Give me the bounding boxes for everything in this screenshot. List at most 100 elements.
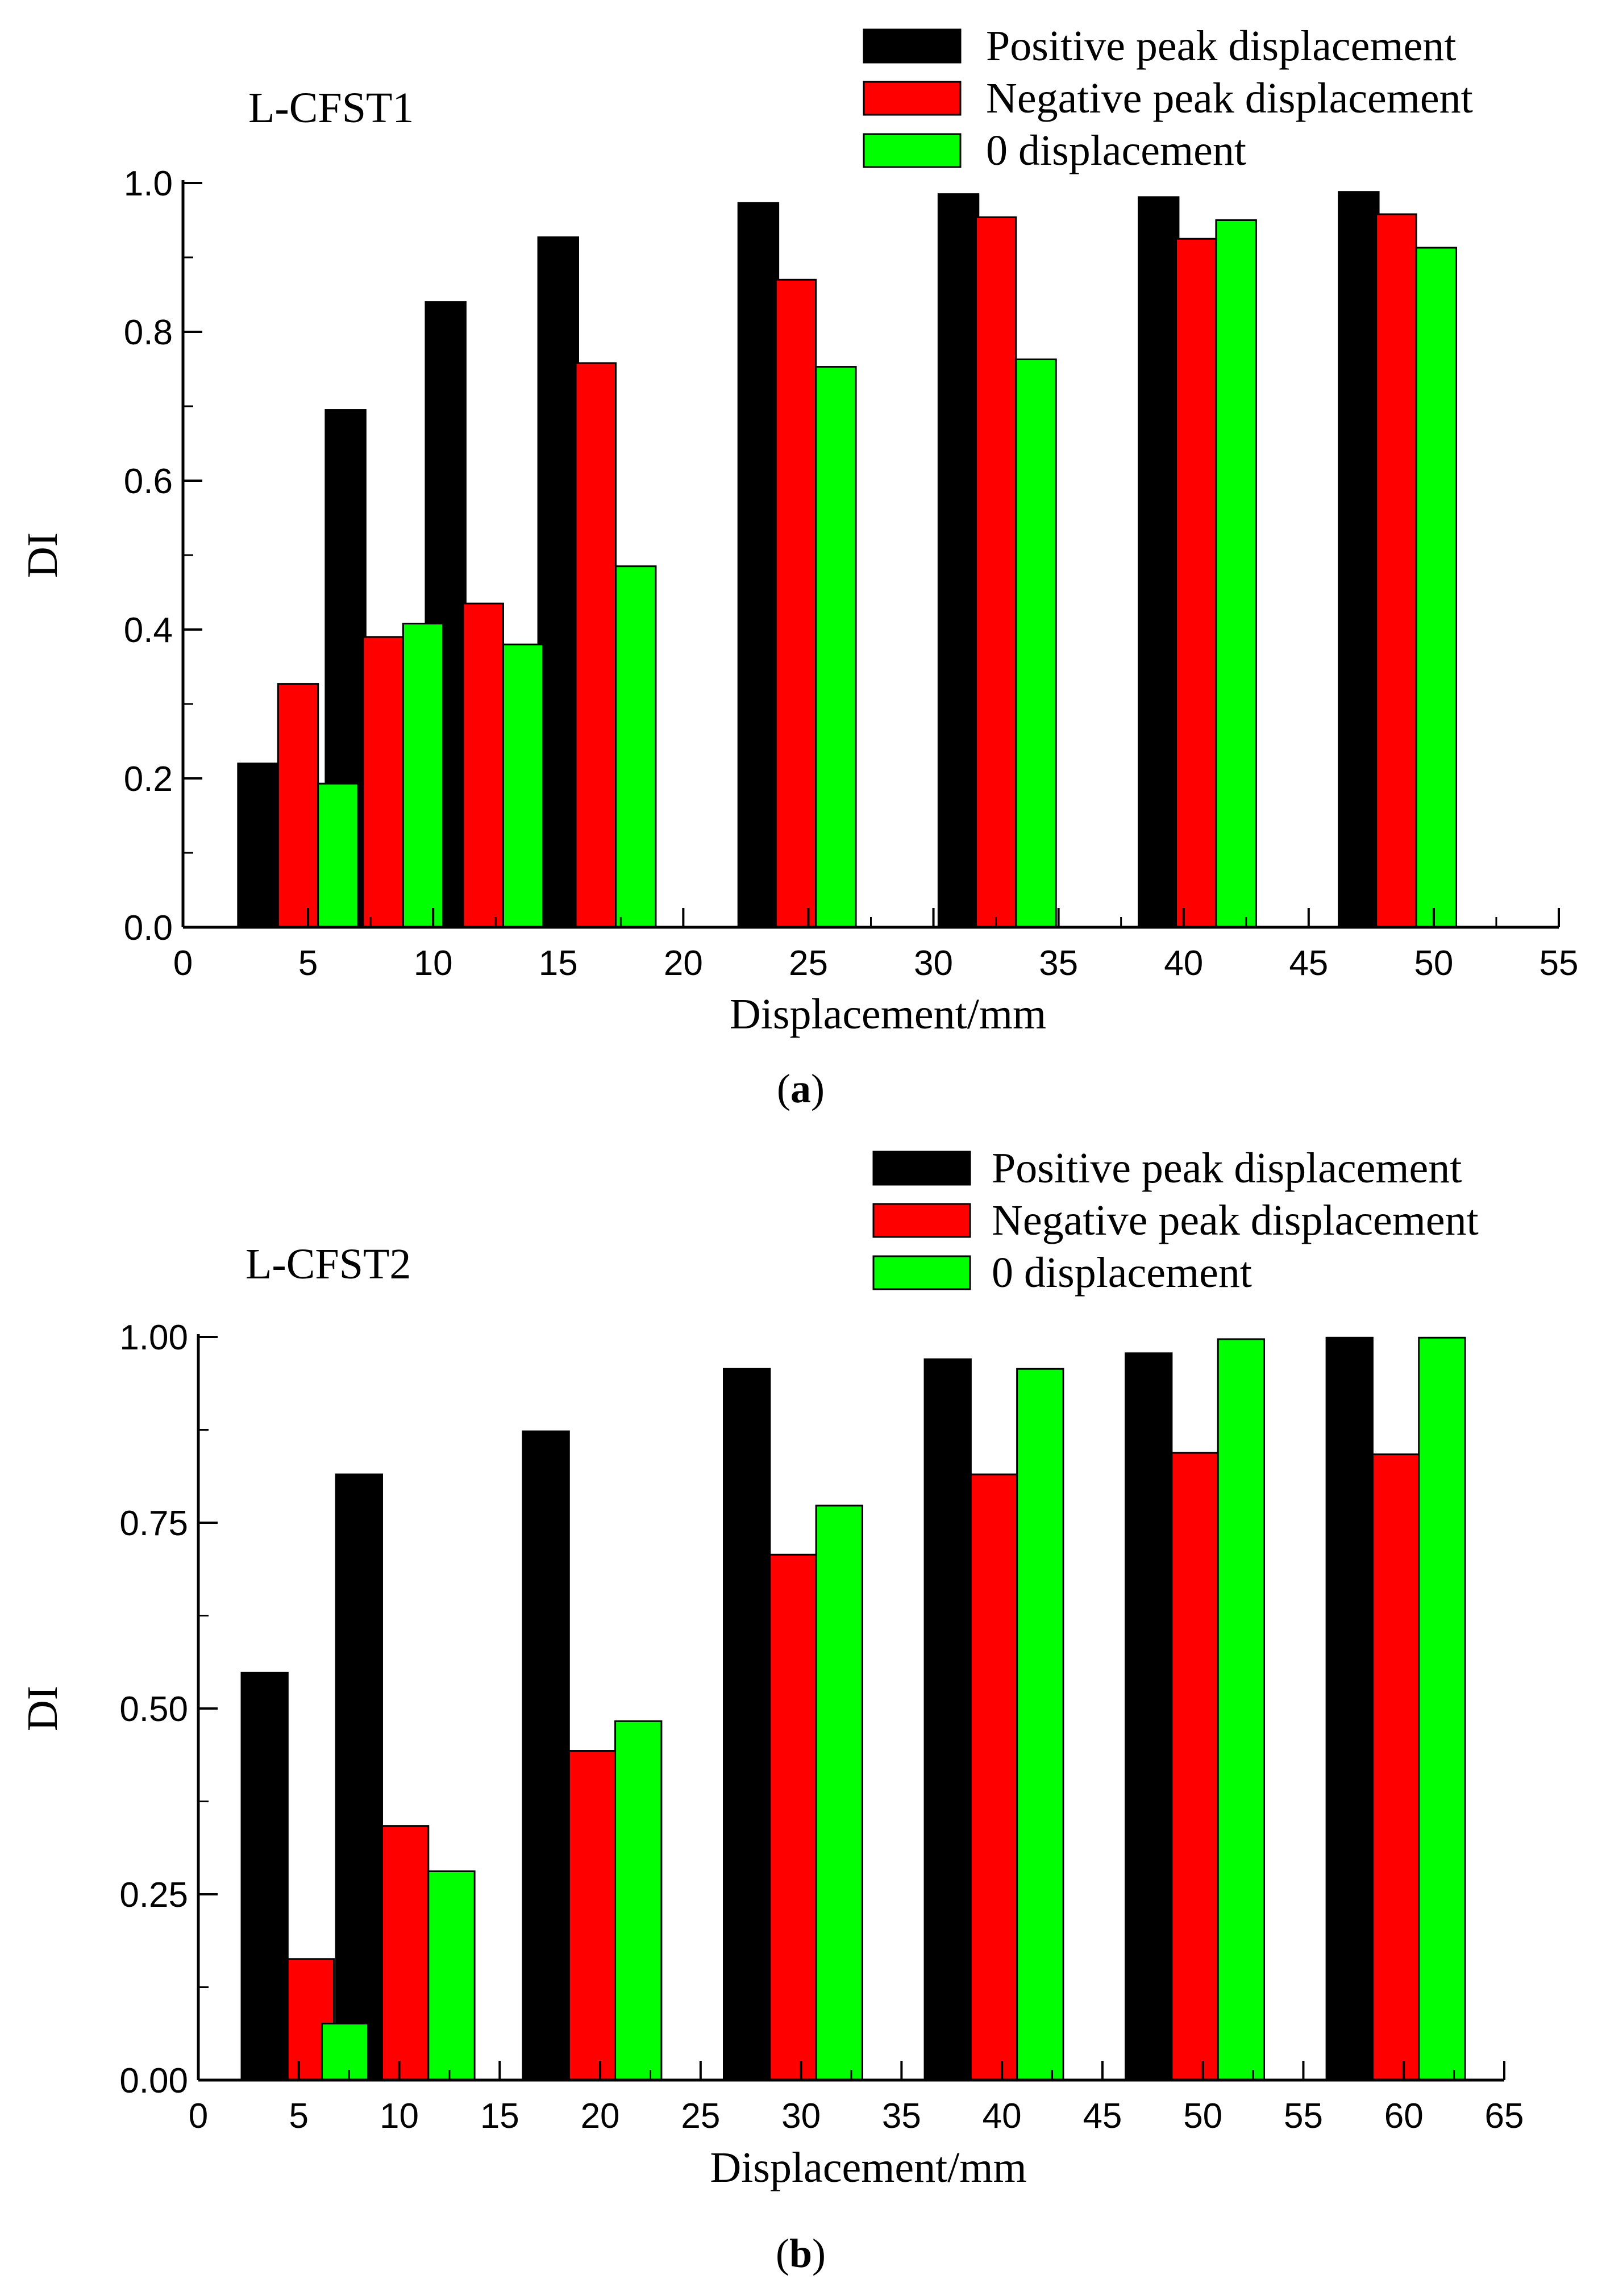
legend-swatch-3 <box>863 133 962 168</box>
x-tick-label: 55 <box>1284 2097 1323 2136</box>
y-axis-title: DI <box>19 532 66 578</box>
x-tick-label: 30 <box>914 944 953 983</box>
y-tick-label: 0.2 <box>124 760 173 799</box>
bar-s3-1 <box>321 2023 369 2081</box>
bar-s2-3 <box>462 602 504 928</box>
bar-s1-4 <box>537 236 579 928</box>
x-tick-label: 60 <box>1384 2097 1424 2136</box>
x-tick-label: 25 <box>789 944 828 983</box>
legend-swatch-3 <box>872 1255 971 1290</box>
bar-s1-4 <box>723 1368 771 2081</box>
y-tick-label: 0.8 <box>124 313 173 352</box>
x-tick-label: 45 <box>1083 2097 1122 2136</box>
panel-label: (a) <box>777 1066 825 1111</box>
y-tick-label: 0.00 <box>119 2061 188 2101</box>
panel-label: (b) <box>776 2231 826 2276</box>
legend-label-2: Negative peak displacement <box>986 74 1473 122</box>
x-tick-label: 30 <box>781 2097 821 2136</box>
chart-panel-2: 0 5 10 15 20 25 30 35 40 45 50 55 60 65 0.00 0.25 0.50 0.… <box>19 1144 1524 2276</box>
legend-swatch-1 <box>872 1151 971 1186</box>
bar-s1-1 <box>240 1672 289 2081</box>
legend-label-1: Positive peak displacement <box>986 22 1456 70</box>
bar-s2-3 <box>568 1750 617 2081</box>
bar-s1-3 <box>522 1430 570 2081</box>
y-axis-title: DI <box>19 1686 66 1731</box>
y-tick-label: 1.00 <box>119 1318 188 1357</box>
legend-label-3: 0 displacement <box>992 1249 1252 1297</box>
bar-s2-4 <box>575 362 617 928</box>
bar-s2-7 <box>1371 1453 1420 2081</box>
bar-s2-6 <box>1171 1452 1219 2081</box>
bar-s3-7 <box>1418 1336 1466 2081</box>
bar-s2-1 <box>277 683 319 928</box>
bar-s2-6 <box>975 216 1017 928</box>
bar-s1-1 <box>237 762 279 928</box>
x-tick-label: 35 <box>1039 944 1078 983</box>
x-tick-label: 20 <box>664 944 703 983</box>
x-tick-label: 5 <box>289 2097 309 2136</box>
bar-s2-8 <box>1375 213 1417 928</box>
y-tick-label: 0.6 <box>124 462 173 501</box>
bar-s1-6 <box>937 193 980 928</box>
legend: Positive peak displacement Negative peak … <box>872 1144 1479 1297</box>
x-tick-label: 55 <box>1539 944 1579 983</box>
x-tick-label: 25 <box>681 2097 720 2136</box>
bar-s2-5 <box>969 1473 1018 2081</box>
bar-s2-7 <box>1175 237 1217 928</box>
bar-s3-6 <box>1015 358 1057 928</box>
bar-s3-8 <box>1415 247 1458 928</box>
x-tick-label: 0 <box>173 944 193 983</box>
bar-s3-5 <box>815 366 857 928</box>
x-axis-title: Displacement/mm <box>710 2144 1026 2191</box>
x-tick-label: 5 <box>298 944 318 983</box>
x-tick-label: 15 <box>480 2097 519 2136</box>
x-tick-label: 35 <box>882 2097 921 2136</box>
legend-label-2: Negative peak displacement <box>992 1197 1479 1244</box>
bar-s2-2 <box>381 1825 430 2081</box>
bar-s1-2 <box>335 1473 383 2081</box>
bar-s3-4 <box>615 565 657 928</box>
x-tick-label: 45 <box>1289 944 1328 983</box>
bar-s2-4 <box>769 1553 817 2081</box>
legend-swatch-2 <box>872 1203 971 1238</box>
bar-s3-3 <box>614 1720 663 2081</box>
bar-s1-5 <box>737 202 780 928</box>
x-tick-label: 40 <box>1164 944 1203 983</box>
y-tick-label: 0.75 <box>119 1504 188 1543</box>
y-tick-label: 1.0 <box>124 164 173 203</box>
x-tick-label: 65 <box>1485 2097 1524 2136</box>
bar-s3-2 <box>427 1870 476 2081</box>
legend-swatch-2 <box>863 81 962 116</box>
y-tick-label: 0.0 <box>124 909 173 948</box>
chart-title: L-CFST1 <box>248 84 414 132</box>
bar-s3-4 <box>815 1505 863 2081</box>
x-tick-label: 15 <box>539 944 578 983</box>
bar-s3-6 <box>1217 1338 1266 2081</box>
x-tick-label: 0 <box>189 2097 208 2136</box>
bar-s1-8 <box>1338 191 1380 928</box>
bar-s3-3 <box>502 643 544 928</box>
bar-s1-7 <box>1137 196 1180 928</box>
bar-s3-7 <box>1215 219 1257 928</box>
x-tick-label: 40 <box>983 2097 1022 2136</box>
legend-label-1: Positive peak displacement <box>992 1144 1462 1192</box>
bar-s2-5 <box>775 278 817 928</box>
y-tick-label: 0.4 <box>124 611 173 650</box>
x-tick-label: 10 <box>414 944 453 983</box>
legend-swatch-1 <box>863 28 962 64</box>
bar-s1-7 <box>1325 1336 1374 2081</box>
bar-s1-6 <box>1125 1352 1173 2081</box>
x-tick-label: 50 <box>1183 2097 1222 2136</box>
x-tick-label: 50 <box>1414 944 1453 983</box>
y-tick-label: 0.50 <box>119 1690 188 1729</box>
bar-s2-2 <box>362 636 404 928</box>
chart-panel-1: 0 5 10 15 20 25 30 35 40 45 50 55 0.0 0.2 0.4 0.6 0.8 1.0… <box>19 22 1578 1111</box>
y-tick-label: 0.25 <box>119 1876 188 1915</box>
bar-s3-2 <box>402 623 444 928</box>
x-axis-title: Displacement/mm <box>730 990 1046 1038</box>
legend-label-3: 0 displacement <box>986 127 1246 174</box>
x-tick-label: 10 <box>380 2097 419 2136</box>
bar-s3-5 <box>1016 1368 1064 2081</box>
